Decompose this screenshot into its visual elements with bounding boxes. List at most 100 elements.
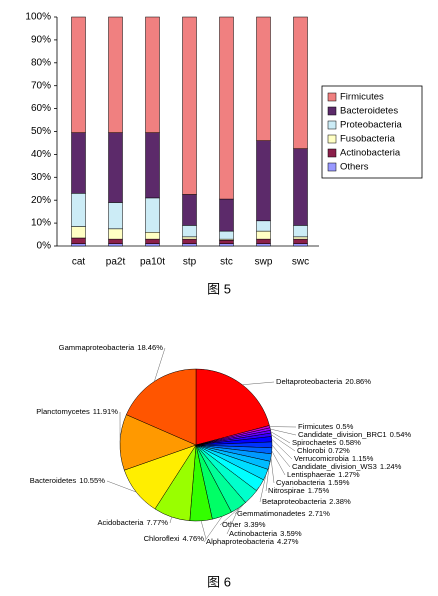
slice-label: Gemmatimonadetes 2.71% bbox=[237, 509, 330, 518]
legend-swatch bbox=[327, 120, 337, 130]
bar-segment bbox=[108, 16, 123, 133]
leader-line bbox=[271, 450, 286, 476]
bar-segment bbox=[293, 148, 308, 226]
bar-segment bbox=[293, 238, 308, 244]
slice-label: Candidate_division_WS3 1.24% bbox=[292, 462, 402, 471]
bar-segment bbox=[71, 226, 86, 239]
x-tick-label: swc bbox=[292, 257, 309, 268]
bar-segment bbox=[219, 16, 234, 200]
bar-segment bbox=[219, 198, 234, 232]
pie-slice bbox=[125, 368, 197, 446]
leader-line bbox=[169, 516, 172, 524]
slice-label: Alphaproteobacteria 4.27% bbox=[206, 537, 299, 546]
bar-segment bbox=[293, 243, 308, 247]
slice-value: 3.59% bbox=[280, 529, 302, 538]
slice-value: 1.24% bbox=[380, 462, 402, 471]
slice-value: 0.54% bbox=[390, 430, 412, 439]
leader-line bbox=[200, 520, 207, 540]
slice-name: Firmicutes bbox=[298, 422, 333, 431]
leader-line bbox=[242, 381, 275, 385]
bar-segment bbox=[145, 16, 160, 133]
legend-swatch bbox=[327, 134, 337, 144]
slice-label: Cyanobacteria 1.59% bbox=[276, 478, 350, 487]
slice-value: 1.75% bbox=[308, 486, 330, 495]
slice-value: 1.27% bbox=[338, 470, 360, 479]
legend-label: Firmicutes bbox=[340, 92, 384, 103]
y-tick-label: 50% bbox=[31, 126, 51, 137]
bar-segment bbox=[108, 202, 123, 230]
legend-label: Actinobacteria bbox=[340, 148, 401, 159]
leader-line bbox=[270, 431, 291, 444]
slice-label: Candidate_division_BRC1 0.54% bbox=[298, 430, 411, 439]
leader-line bbox=[271, 444, 291, 468]
legend-label: Bacteroidetes bbox=[340, 106, 398, 117]
bar-segment bbox=[293, 16, 308, 149]
bar-segment bbox=[108, 132, 123, 203]
slice-name: Nitrospirae bbox=[268, 486, 305, 495]
slice-label: Deltaproteobacteria 20.86% bbox=[276, 377, 371, 386]
x-tick-label: pa2t bbox=[106, 257, 126, 268]
slice-value: 2.38% bbox=[329, 497, 351, 506]
bar-segment bbox=[256, 230, 271, 240]
x-tick-label: pa10t bbox=[140, 257, 165, 268]
slice-value: 10.55% bbox=[79, 476, 105, 485]
legend-label: Fusobacteria bbox=[340, 134, 396, 145]
bar-segment bbox=[108, 228, 123, 240]
slice-value: 7.77% bbox=[146, 518, 168, 527]
bar-segment bbox=[145, 238, 160, 244]
slice-label: Planctomycetes 11.91% bbox=[36, 407, 118, 416]
slice-label: Spirochaetes 0.58% bbox=[292, 438, 361, 447]
bar-segment bbox=[145, 197, 160, 233]
legend-swatch bbox=[327, 162, 337, 172]
slice-label: Chloroflexi 4.76% bbox=[144, 534, 205, 543]
slice-value: 11.91% bbox=[93, 407, 118, 416]
slice-label: Other3.39% bbox=[222, 520, 266, 529]
bar-segment bbox=[219, 230, 234, 240]
bar-segment bbox=[145, 243, 160, 247]
slice-label: Betaproteobacteria 2.38% bbox=[262, 497, 351, 506]
slice-value: 1.59% bbox=[328, 478, 350, 487]
y-tick-label: 100% bbox=[25, 12, 51, 23]
x-tick-label: cat bbox=[72, 257, 86, 268]
slice-label: Bacteroidetes 10.55% bbox=[30, 476, 105, 485]
slice-name: Lentisphaerae bbox=[287, 470, 335, 479]
bar-segment bbox=[182, 16, 197, 195]
leader-line bbox=[271, 438, 293, 460]
legend-swatch bbox=[327, 92, 337, 102]
bar-segment bbox=[256, 140, 271, 222]
slice-label: Nitrospirae 1.75% bbox=[268, 486, 329, 495]
bar-segment bbox=[71, 243, 86, 247]
leader-line bbox=[271, 434, 296, 452]
y-tick-label: 80% bbox=[31, 57, 51, 68]
bar-segment bbox=[219, 240, 234, 244]
bar-segment bbox=[182, 238, 197, 244]
leader-line bbox=[259, 474, 267, 503]
slice-value: 1.15% bbox=[352, 454, 374, 463]
slice-value: 0.5% bbox=[336, 422, 354, 431]
slice-label: Gammaproteobacteria 18.46% bbox=[59, 343, 164, 352]
slice-value: 18.46% bbox=[137, 343, 163, 352]
legend-swatch bbox=[327, 148, 337, 158]
slice-name: Alphaproteobacteria bbox=[206, 537, 275, 546]
slice-name: Chloroflexi bbox=[144, 534, 180, 543]
bar-segment bbox=[71, 193, 86, 227]
bar-segment bbox=[71, 16, 86, 133]
legend-swatch bbox=[327, 106, 337, 116]
bar-segment bbox=[145, 132, 160, 199]
slice-name: Bacteroidetes bbox=[30, 476, 77, 485]
bar-segment bbox=[256, 16, 271, 141]
slice-name: Deltaproteobacteria bbox=[276, 377, 343, 386]
bar-segment bbox=[182, 225, 197, 238]
slice-label: Firmicutes 0.5% bbox=[298, 422, 354, 431]
slice-name: Planctomycetes bbox=[36, 407, 90, 416]
caption: 图 5 bbox=[207, 281, 231, 296]
y-tick-label: 70% bbox=[31, 80, 51, 91]
slice-value: 0.72% bbox=[328, 446, 350, 455]
bar-segment bbox=[108, 243, 123, 247]
leader-line bbox=[270, 428, 297, 436]
slice-name: Candidate_division_WS3 bbox=[292, 462, 377, 471]
bar-segment bbox=[182, 236, 197, 240]
leader-line bbox=[203, 516, 223, 543]
bar-segment bbox=[293, 236, 308, 240]
